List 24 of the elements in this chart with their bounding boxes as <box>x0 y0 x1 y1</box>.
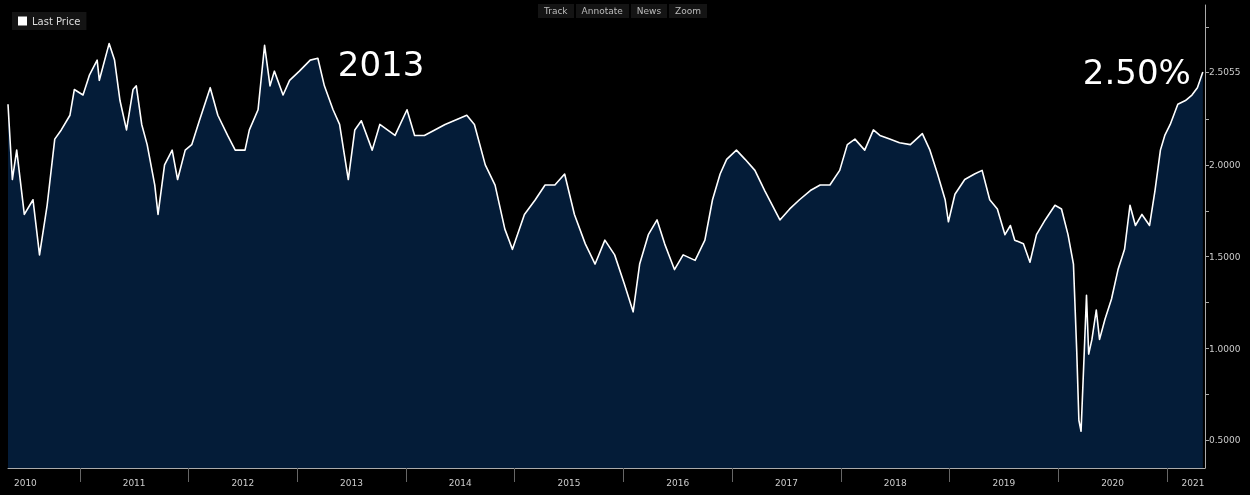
x-tick-label: 2011 <box>122 477 146 488</box>
x-tick-label: 2018 <box>883 477 907 488</box>
y-tick-label: 0.5000 <box>1209 435 1241 446</box>
annotation: 2.50% <box>1082 51 1191 92</box>
x-tick-label: 2021 <box>1181 477 1205 488</box>
x-tick-label: 2019 <box>992 477 1016 488</box>
legend-label: Last Price <box>32 15 81 27</box>
y-tick-label: 1.5000 <box>1209 251 1241 262</box>
annotation: 2013 <box>337 44 425 85</box>
y-tick-label: 2.0000 <box>1209 159 1241 170</box>
y-tick-label: 2.5055 <box>1209 66 1241 77</box>
x-tick-label: 2020 <box>1101 477 1125 488</box>
x-tick-label: 2010 <box>13 477 38 488</box>
annotation: News <box>630 4 668 18</box>
x-tick-label: 2014 <box>448 477 472 488</box>
annotation: Annotate <box>575 4 629 18</box>
x-tick-label: 2017 <box>774 477 798 488</box>
y-tick-label: 1.0000 <box>1209 343 1241 354</box>
x-tick-label: 2013 <box>340 477 364 488</box>
x-tick-label: 2012 <box>231 477 255 488</box>
x-tick-label: 2016 <box>666 477 690 488</box>
annotation: Zoom <box>669 4 708 18</box>
x-tick-label: 2015 <box>557 477 581 488</box>
annotation: Track <box>538 4 574 18</box>
